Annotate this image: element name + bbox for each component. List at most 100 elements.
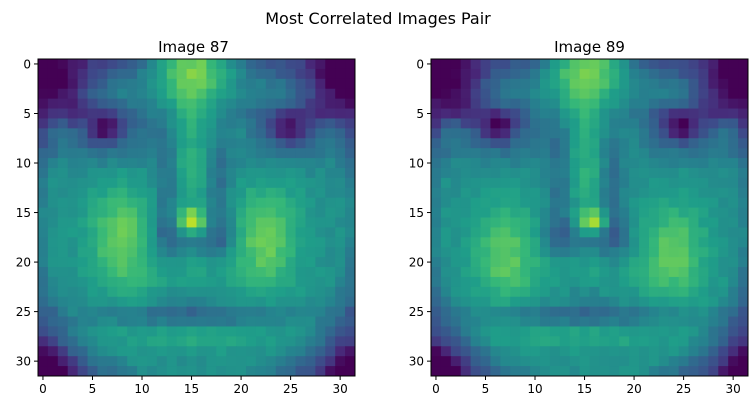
heatmap-cell <box>589 167 600 179</box>
heatmap-cell <box>325 158 336 169</box>
heatmap-cell <box>325 237 336 248</box>
heatmap-cell <box>186 356 197 367</box>
heatmap-cell <box>335 237 346 248</box>
heatmap-cell <box>658 128 670 139</box>
heatmap-cell <box>246 128 257 139</box>
heatmap-cell <box>345 138 356 149</box>
heatmap-cell <box>470 158 482 169</box>
x-tick-label: 5 <box>482 382 490 396</box>
plot-frame <box>37 58 356 377</box>
heatmap-cell <box>678 247 690 258</box>
heatmap-cell <box>265 356 277 367</box>
heatmap-cell <box>67 316 79 327</box>
heatmap-cell <box>77 98 89 110</box>
heatmap-cell <box>117 88 128 100</box>
heatmap-cell <box>579 356 590 367</box>
heatmap-cell <box>265 296 277 308</box>
heatmap-cell <box>460 276 472 288</box>
heatmap-cell <box>599 167 610 179</box>
heatmap-cell <box>137 138 148 149</box>
heatmap-cell <box>166 98 178 110</box>
heatmap-cell <box>698 346 709 357</box>
heatmap-cell <box>500 247 511 258</box>
heatmap-cell <box>629 197 640 209</box>
heatmap-cell <box>265 267 277 278</box>
heatmap-cell <box>490 316 501 327</box>
heatmap-cell <box>549 257 561 268</box>
heatmap-cell <box>315 276 326 288</box>
heatmap-cell <box>325 128 336 139</box>
heatmap-cell <box>38 267 49 278</box>
heatmap-cell <box>648 108 660 119</box>
heatmap-cell <box>738 167 749 179</box>
heatmap-cell <box>440 316 452 327</box>
heatmap-cell <box>325 98 336 110</box>
heatmap-cell <box>678 286 690 298</box>
heatmap-cell <box>530 148 541 159</box>
heatmap-cell <box>530 187 541 199</box>
heatmap-cell <box>431 286 442 298</box>
heatmap-cell <box>216 346 227 357</box>
heatmap-cell <box>549 227 561 238</box>
heatmap-cell <box>315 207 326 218</box>
heatmap-cell <box>678 346 690 357</box>
heatmap-cell <box>450 88 462 100</box>
heatmap-cell <box>77 286 89 298</box>
heatmap-cell <box>67 197 79 209</box>
heatmap-cell <box>460 187 472 199</box>
heatmap-cell <box>629 326 640 337</box>
heatmap-cell <box>265 88 277 100</box>
heatmap-cell <box>77 316 89 327</box>
heatmap-cell <box>97 346 108 357</box>
heatmap-cell <box>579 88 590 100</box>
heatmap-cell <box>246 68 257 80</box>
heatmap-cell <box>97 356 108 367</box>
heatmap-cell <box>206 286 217 298</box>
heatmap-cell <box>38 148 49 159</box>
heatmap-cell <box>668 336 680 347</box>
heatmap-cell <box>57 326 69 337</box>
heatmap-cell <box>127 118 138 129</box>
heatmap-cell <box>127 78 138 90</box>
heatmap-cell <box>226 78 237 90</box>
heatmap-cell <box>345 267 356 278</box>
heatmap-cell <box>678 306 690 318</box>
heatmap-cell <box>285 88 297 100</box>
heatmap-cell <box>510 108 521 119</box>
heatmap-cell <box>67 356 79 367</box>
heatmap-cell <box>57 356 69 367</box>
heatmap-cell <box>47 98 59 110</box>
heatmap-cell <box>315 237 326 248</box>
heatmap-cell <box>440 257 452 268</box>
heatmap-cell <box>559 237 571 248</box>
heatmap-cell <box>97 138 108 149</box>
heatmap-cell <box>156 276 168 288</box>
heatmap-cell <box>67 237 79 248</box>
heatmap-cell <box>530 306 541 318</box>
heatmap-cell <box>431 68 442 80</box>
heatmap-cell <box>718 68 729 80</box>
heatmap-cell <box>137 207 148 218</box>
heatmap-cell <box>688 167 699 179</box>
heatmap-cell <box>345 356 356 367</box>
heatmap-cell <box>127 128 138 139</box>
heatmap-cell <box>146 197 158 209</box>
heatmap-cell <box>38 108 49 119</box>
heatmap-cell <box>530 257 541 268</box>
heatmap-cell <box>87 356 98 367</box>
heatmap-cell <box>47 346 59 357</box>
heatmap-cell <box>47 336 59 347</box>
heatmap-cell <box>67 247 79 258</box>
heatmap-cell <box>619 78 630 90</box>
heatmap-cell <box>668 217 680 228</box>
heatmap-cell <box>510 207 521 218</box>
heatmap-cell <box>295 217 306 228</box>
heatmap-cell <box>67 306 79 318</box>
heatmap-cell <box>490 167 501 179</box>
heatmap-cell <box>639 68 650 80</box>
heatmap-cell <box>335 177 346 189</box>
heatmap-cell <box>176 227 188 238</box>
heatmap-cell <box>678 177 690 189</box>
heatmap-cell <box>609 138 620 149</box>
heatmap-cell <box>698 158 709 169</box>
